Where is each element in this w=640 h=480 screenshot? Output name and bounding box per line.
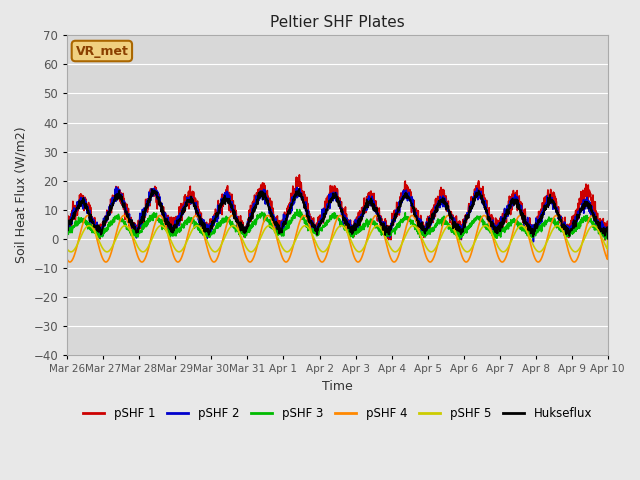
pSHF 4: [557, 218, 564, 224]
pSHF 1: [365, 196, 372, 202]
pSHF 4: [604, 236, 612, 241]
pSHF 5: [495, 245, 502, 251]
pSHF 1: [556, 213, 564, 218]
Y-axis label: Soil Heat Flux (W/m2): Soil Heat Flux (W/m2): [15, 127, 28, 264]
pSHF 3: [63, 232, 71, 238]
pSHF 3: [365, 221, 372, 227]
Hukseflux: [353, 221, 361, 227]
pSHF 5: [284, 249, 291, 255]
pSHF 1: [495, 218, 502, 224]
Title: Peltier SHF Plates: Peltier SHF Plates: [270, 15, 405, 30]
pSHF 3: [353, 226, 361, 231]
Text: VR_met: VR_met: [76, 45, 128, 58]
pSHF 2: [353, 218, 361, 224]
pSHF 2: [214, 216, 222, 221]
pSHF 2: [365, 193, 372, 199]
pSHF 2: [557, 216, 564, 222]
Hukseflux: [365, 200, 372, 205]
pSHF 2: [604, 236, 612, 241]
Hukseflux: [63, 225, 71, 231]
pSHF 4: [214, 252, 222, 258]
pSHF 1: [572, 211, 579, 216]
pSHF 5: [354, 248, 362, 254]
pSHF 2: [113, 184, 120, 190]
pSHF 4: [572, 259, 579, 264]
pSHF 1: [604, 236, 612, 241]
Hukseflux: [214, 210, 222, 216]
pSHF 3: [604, 236, 612, 241]
Hukseflux: [556, 216, 564, 222]
pSHF 4: [120, 213, 128, 218]
pSHF 4: [354, 259, 362, 265]
pSHF 1: [601, 237, 609, 243]
pSHF 4: [365, 228, 373, 233]
pSHF 4: [495, 255, 502, 261]
pSHF 5: [265, 223, 273, 228]
pSHF 2: [495, 227, 502, 232]
Line: Hukseflux: Hukseflux: [67, 189, 608, 239]
pSHF 3: [495, 228, 502, 233]
pSHF 2: [529, 239, 537, 244]
Hukseflux: [495, 223, 502, 228]
pSHF 1: [63, 225, 71, 230]
pSHF 3: [602, 237, 609, 242]
pSHF 4: [63, 257, 71, 263]
Line: pSHF 4: pSHF 4: [67, 216, 608, 262]
Line: pSHF 3: pSHF 3: [67, 209, 608, 240]
Line: pSHF 5: pSHF 5: [67, 226, 608, 252]
Hukseflux: [604, 236, 612, 241]
pSHF 5: [365, 234, 373, 240]
Hukseflux: [572, 218, 579, 224]
pSHF 5: [557, 225, 564, 230]
pSHF 5: [214, 247, 222, 253]
pSHF 1: [353, 226, 361, 231]
Line: pSHF 2: pSHF 2: [67, 187, 608, 241]
pSHF 3: [214, 223, 222, 229]
Hukseflux: [295, 186, 303, 192]
pSHF 5: [63, 246, 71, 252]
Legend: pSHF 1, pSHF 2, pSHF 3, pSHF 4, pSHF 5, Hukseflux: pSHF 1, pSHF 2, pSHF 3, pSHF 4, pSHF 5, …: [78, 402, 596, 425]
pSHF 1: [296, 172, 303, 178]
Line: pSHF 1: pSHF 1: [67, 175, 608, 240]
pSHF 3: [572, 226, 579, 232]
pSHF 5: [604, 236, 612, 241]
pSHF 2: [63, 224, 71, 229]
pSHF 1: [214, 208, 222, 214]
pSHF 4: [102, 259, 109, 265]
pSHF 5: [572, 249, 579, 255]
X-axis label: Time: Time: [322, 380, 353, 393]
pSHF 3: [293, 206, 301, 212]
pSHF 2: [572, 214, 579, 219]
pSHF 3: [556, 224, 564, 229]
